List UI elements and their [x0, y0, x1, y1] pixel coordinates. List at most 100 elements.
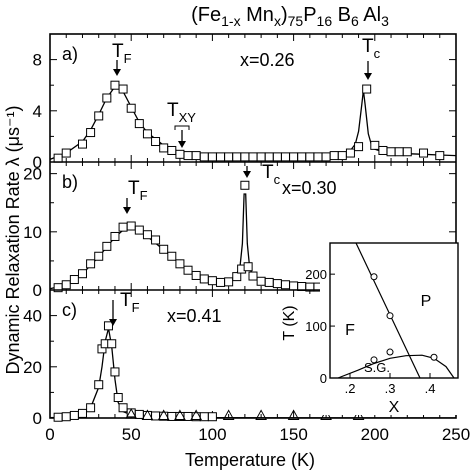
y-tick-label: 0 — [33, 409, 42, 428]
data-point-square — [77, 408, 87, 418]
data-point-square — [216, 277, 226, 287]
data-point-square — [134, 119, 144, 129]
data-point-triangle — [141, 409, 154, 420]
data-point-square — [61, 280, 71, 290]
annotation-txy: TXY — [167, 100, 196, 125]
inset-data-point — [370, 356, 378, 364]
panel-2: 0 10 20 b) x=0.30 — [23, 161, 457, 300]
inset-data-point — [386, 348, 394, 356]
inset-phase-diagram: .2 .3 .4 0 100 200 X T (K) F P S.G. — [281, 242, 459, 416]
data-point-square — [313, 152, 323, 162]
data-point-square — [86, 403, 96, 413]
title-fe: (Fe — [191, 4, 221, 26]
data-point-square — [280, 280, 290, 290]
title-close: ) — [281, 4, 288, 26]
data-point-square — [151, 411, 161, 421]
inset-background — [320, 243, 458, 415]
title-al: Al — [359, 4, 381, 26]
data-point-square — [256, 276, 266, 286]
arrow-txy-head — [178, 141, 186, 148]
data-point-triangle — [125, 408, 138, 419]
data-point-square — [280, 152, 290, 162]
inset-x-tick-label: .4 — [425, 381, 436, 396]
data-point-square — [53, 412, 63, 422]
inset-x-tick-label: .2 — [345, 381, 356, 396]
panel-label: a) — [62, 44, 78, 64]
data-point-square — [159, 143, 169, 153]
data-point-square — [94, 111, 104, 121]
arrow-tf-a-head — [113, 69, 121, 76]
data-point-square — [394, 147, 404, 157]
data-point-square — [183, 151, 193, 161]
data-point-square — [191, 151, 201, 161]
data-point-square — [207, 412, 217, 422]
data-point-square — [248, 271, 258, 281]
x-tick-label: 150 — [279, 425, 307, 444]
data-point-square — [435, 151, 445, 161]
data-point-square — [142, 230, 152, 240]
x-parameter: x=0.26 — [240, 50, 295, 70]
data-point-square — [103, 321, 113, 331]
data-point-square — [110, 80, 120, 90]
y-tick-label: 20 — [23, 165, 42, 184]
data-point-square — [224, 152, 234, 162]
data-point-square — [134, 225, 144, 235]
data-point-square — [354, 142, 364, 152]
data-point-square — [175, 149, 185, 159]
data-point-square — [94, 380, 104, 390]
data-point-square — [77, 269, 87, 279]
data-point-square — [142, 129, 152, 139]
data-point-square — [175, 259, 185, 269]
x-parameter: x=0.41 — [167, 306, 222, 326]
title-sub-6: 6 — [351, 13, 359, 29]
data-point-square — [337, 151, 347, 161]
data-point-square — [289, 281, 299, 291]
title-b: B — [332, 4, 351, 26]
data-point-square — [110, 367, 120, 377]
figure-title: (Fe1-x Mnx)75P16 B6 Al3 — [191, 4, 389, 29]
data-point-square — [126, 221, 136, 231]
data-point-square — [207, 276, 217, 286]
data-point-square — [134, 409, 144, 419]
inset-x-tick-label: .3 — [385, 381, 396, 396]
data-point-square — [118, 84, 128, 94]
inset-frame — [329, 242, 459, 379]
data-point-square — [118, 222, 128, 232]
arrow-tc-a-head — [364, 73, 372, 80]
arrow-tc-b-head — [243, 171, 251, 178]
annotation-tf-c: TF — [120, 290, 140, 315]
title-sub-16: 16 — [317, 13, 333, 29]
data-point-triangle — [222, 409, 235, 420]
inset-region-p: P — [421, 293, 432, 310]
panel-label: b) — [62, 172, 78, 192]
y-tick-label: 20 — [23, 358, 42, 377]
data-point-square — [61, 148, 71, 158]
y-tick-label: 0 — [33, 153, 42, 172]
x-parameter: x=0.30 — [282, 178, 337, 198]
data-point-triangle — [190, 409, 203, 420]
data-point-square — [370, 140, 380, 150]
inset-data-point — [430, 353, 438, 361]
data-point-square — [232, 272, 242, 282]
data-point-square — [419, 148, 429, 158]
data-point-square — [183, 265, 193, 275]
data-point-square — [329, 151, 339, 161]
y-tick-label: 4 — [33, 102, 42, 121]
data-point-square — [305, 152, 315, 162]
data-point-square — [224, 277, 234, 287]
y-tick-label: 10 — [23, 223, 42, 242]
inset-data-point — [370, 273, 378, 281]
title-sub-75: 75 — [288, 13, 304, 29]
data-point-square — [321, 152, 331, 162]
title-p: P — [303, 4, 316, 26]
data-point-triangle — [174, 409, 186, 420]
txy-bracket — [174, 125, 190, 130]
annotation-tc-a: Tc — [362, 36, 381, 61]
data-point-square — [240, 152, 250, 162]
data-point-square — [94, 251, 104, 261]
arrow-tf-c-head — [109, 319, 117, 326]
data-point-square — [107, 339, 117, 349]
data-point-triangle — [287, 409, 300, 420]
data-point-square — [386, 147, 396, 157]
